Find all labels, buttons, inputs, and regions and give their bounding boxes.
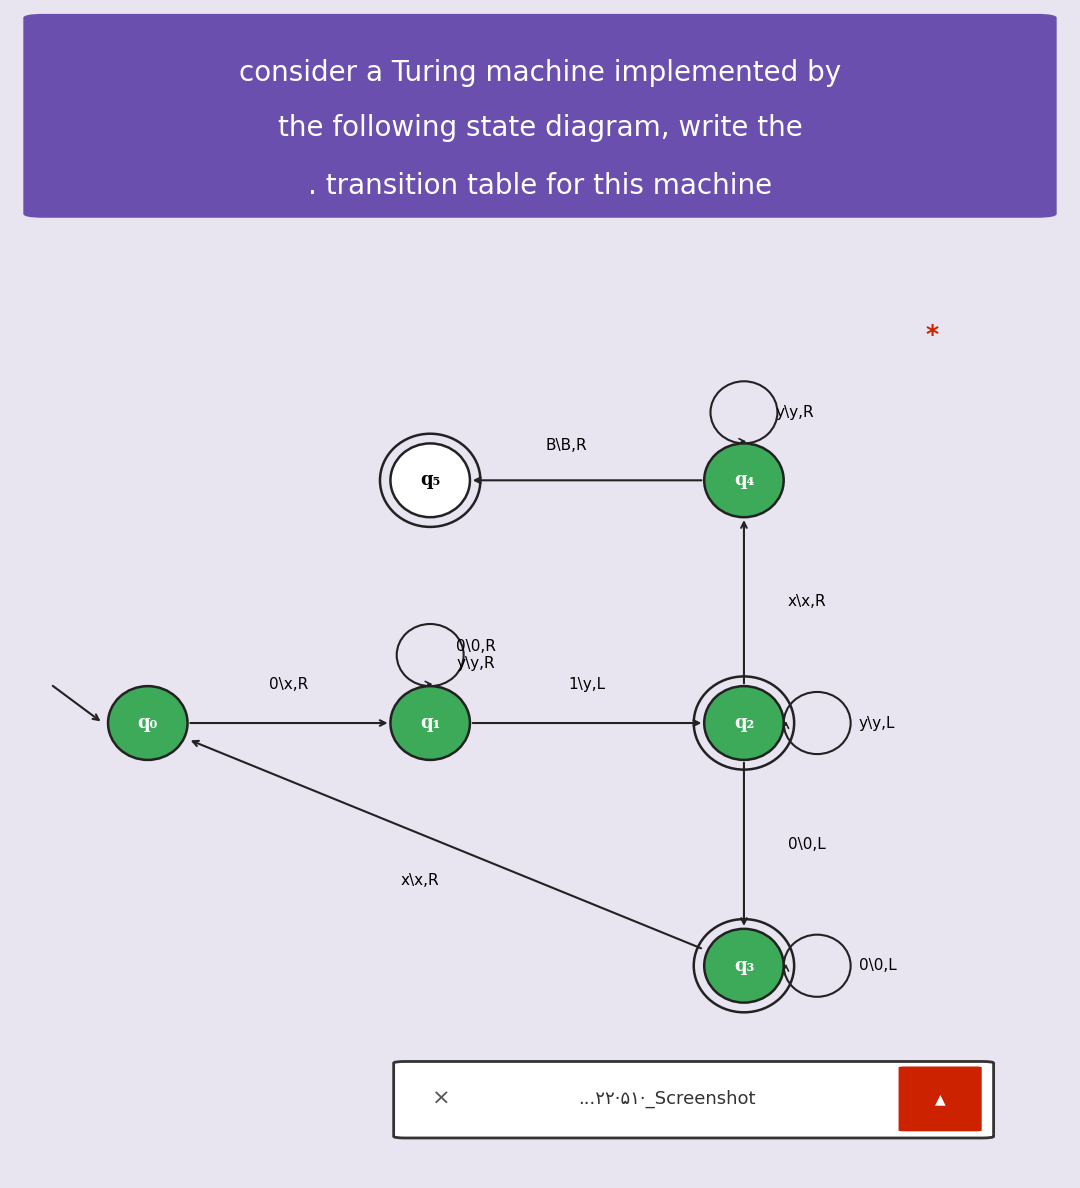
Text: x\x,R: x\x,R: [788, 594, 826, 609]
Text: q₄: q₄: [733, 472, 754, 489]
FancyBboxPatch shape: [24, 14, 1056, 217]
FancyBboxPatch shape: [394, 1062, 994, 1138]
Text: q₂: q₂: [733, 714, 754, 732]
Circle shape: [391, 687, 470, 760]
Text: 0\0,L: 0\0,L: [859, 959, 896, 973]
Text: q₃: q₃: [733, 956, 754, 974]
Text: 1\y,L: 1\y,L: [568, 677, 606, 691]
Text: q₅: q₅: [420, 472, 441, 489]
Circle shape: [704, 687, 784, 760]
Text: ▲: ▲: [935, 1092, 945, 1106]
Circle shape: [391, 443, 470, 517]
Circle shape: [704, 929, 784, 1003]
Text: q₀: q₀: [137, 714, 158, 732]
Circle shape: [108, 687, 188, 760]
Text: the following state diagram, write the: the following state diagram, write the: [278, 114, 802, 141]
Text: B\B,R: B\B,R: [545, 438, 586, 453]
Text: 0\0,L: 0\0,L: [880, 1075, 918, 1089]
Text: ...٢٢·۵۱·_Screenshot: ...٢٢·۵۱·_Screenshot: [578, 1089, 756, 1108]
Text: y\y,L: y\y,L: [859, 715, 895, 731]
Text: x\x,R: x\x,R: [401, 873, 440, 889]
Text: ×: ×: [432, 1089, 450, 1108]
Text: q₁: q₁: [420, 714, 441, 732]
Text: . transition table for this machine: . transition table for this machine: [308, 172, 772, 201]
Text: *: *: [926, 323, 939, 347]
Text: 0\0,R
y\y,R: 0\0,R y\y,R: [457, 639, 496, 671]
Circle shape: [704, 443, 784, 517]
Text: y\y,R: y\y,R: [775, 405, 814, 419]
FancyBboxPatch shape: [899, 1067, 982, 1131]
Text: 0\x,R: 0\x,R: [269, 677, 309, 691]
Text: 0\0,L: 0\0,L: [788, 836, 825, 852]
Text: consider a Turing machine implemented by: consider a Turing machine implemented by: [239, 58, 841, 87]
